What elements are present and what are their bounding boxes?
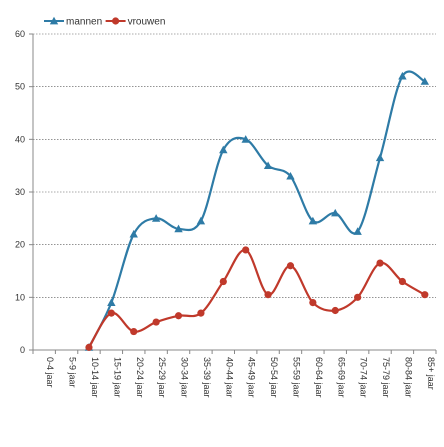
x-tick-label: 75-79 jaar: [381, 357, 391, 398]
y-tick-label: 20: [15, 240, 25, 250]
data-point-vrouwen: [398, 277, 407, 286]
legend-label-vrouwen: vrouwen: [128, 17, 166, 28]
data-point-vrouwen: [309, 299, 317, 307]
y-tick-label: 10: [15, 292, 25, 302]
legend-marker-mannen: [49, 16, 59, 25]
x-tick-label: 35-39 jaar: [202, 357, 212, 398]
data-point-mannen: [241, 135, 250, 143]
data-point-vrouwen: [242, 246, 250, 254]
data-point-mannen: [151, 214, 161, 222]
data-point-mannen: [353, 227, 362, 235]
data-point-mannen: [196, 216, 206, 225]
series-vrouwen: [85, 246, 429, 351]
x-tick-label: 0-4 jaar: [45, 357, 55, 388]
x-tick-label: 5-9 jaar: [68, 357, 78, 388]
data-point-mannen: [129, 229, 138, 238]
data-point-mannen: [308, 216, 318, 225]
y-tick-label: 0: [20, 345, 25, 355]
x-tick-label: 30-34 jaar: [180, 357, 190, 398]
data-point-vrouwen: [219, 277, 227, 286]
data-point-vrouwen: [354, 293, 362, 301]
series-line-mannen: [87, 70, 426, 348]
data-point-vrouwen: [85, 343, 93, 351]
legend-marker-vrouwen: [112, 17, 120, 25]
x-tick-label: 25-29 jaar: [157, 357, 167, 398]
series-layer: [84, 70, 430, 351]
series-line-vrouwen: [88, 248, 426, 348]
legend-label-mannen: mannen: [66, 17, 102, 28]
x-tick-label: 60-64 jaar: [314, 357, 324, 398]
data-point-vrouwen: [421, 291, 429, 299]
data-point-mannen: [420, 77, 430, 85]
x-tick-label: 15-19 jaar: [112, 357, 122, 398]
data-point-mannen: [398, 71, 407, 80]
x-tick-label: 20-24 jaar: [135, 357, 145, 398]
data-point-vrouwen: [264, 291, 272, 299]
x-tick-label: 50-54 jaar: [269, 357, 279, 398]
y-tick-label: 40: [15, 134, 25, 144]
data-point-mannen: [331, 208, 340, 217]
data-point-vrouwen: [174, 312, 183, 320]
x-tick-label: 40-44 jaar: [224, 357, 234, 398]
x-tick-label: 85+ jaar: [426, 357, 436, 390]
series-mannen: [84, 70, 430, 351]
data-point-vrouwen: [152, 318, 160, 326]
legend-item-mannen: mannen: [44, 17, 102, 28]
data-point-mannen: [107, 298, 116, 306]
legend: mannen vrouwen: [44, 17, 165, 28]
data-point-mannen: [375, 153, 385, 162]
data-point-vrouwen: [286, 262, 295, 270]
gridlines: [33, 33, 436, 298]
y-tick-label: 60: [15, 29, 25, 39]
data-point-mannen: [174, 224, 183, 233]
x-tick-label: 55-59 jaar: [291, 357, 301, 398]
y-tick-label: 50: [15, 82, 25, 92]
legend-item-vrouwen: vrouwen: [105, 17, 166, 28]
data-point-vrouwen: [197, 309, 205, 317]
data-point-vrouwen: [331, 306, 339, 315]
data-point-mannen: [219, 145, 228, 154]
x-tick-label: 10-14 jaar: [90, 357, 100, 398]
data-point-vrouwen: [376, 259, 384, 267]
y-tick-label: 30: [15, 187, 25, 197]
data-point-vrouwen: [130, 327, 138, 336]
data-point-vrouwen: [107, 309, 115, 317]
x-tick-label: 80-84 jaar: [403, 357, 413, 398]
x-tick-label: 45-49 jaar: [247, 357, 257, 398]
data-point-mannen: [286, 172, 295, 180]
axes: 0 10 20 30 40 50 60 0-4 jaar 5-9 jaar 10-14 jaar 1…: [15, 29, 437, 398]
x-tick-label: 70-74 jaar: [359, 357, 369, 398]
x-tick-label: 65-69 jaar: [336, 357, 346, 398]
data-point-mannen: [263, 161, 273, 170]
